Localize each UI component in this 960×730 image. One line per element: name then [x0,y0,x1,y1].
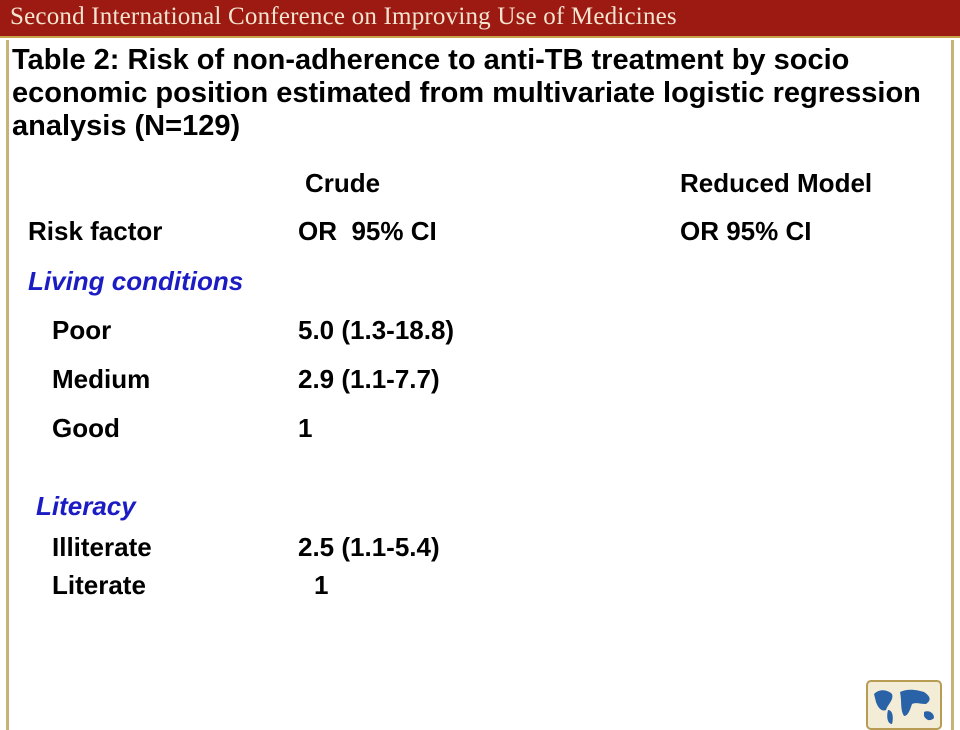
column-header-crude-or: OR 95% CI [298,216,437,246]
world-map-icon [866,680,942,730]
conference-title: Second International Conference on Impro… [10,3,677,30]
conference-banner: Second International Conference on Impro… [0,0,960,38]
section-label-literacy: Literacy [36,491,136,521]
row-crude-poor: 5.0 (1.3-18.8) [298,315,455,345]
row-crude-illiterate: 2.5 (1.1-5.4) [298,532,440,562]
row-crude-good: 1 [298,413,313,443]
row-factor-medium: Medium [52,364,151,394]
slide-frame [6,40,954,730]
row-factor-literate: Literate [52,570,146,600]
group-header-crude: Crude [305,168,381,198]
row-crude-literate: 1 [314,570,329,600]
column-header-risk-factor: Risk factor [28,216,163,246]
row-factor-good: Good [52,413,120,443]
group-header-reduced-model: Reduced Model [680,168,873,198]
row-factor-illiterate: Illiterate [52,532,152,562]
section-label-living-conditions: Living conditions [28,266,244,296]
row-factor-poor: Poor [52,315,112,345]
column-header-reduced-or: OR 95% CI [680,216,812,246]
row-crude-medium: 2.9 (1.1-7.7) [298,364,440,394]
table-title: Table 2: Risk of non-adherence to anti-T… [12,44,921,142]
